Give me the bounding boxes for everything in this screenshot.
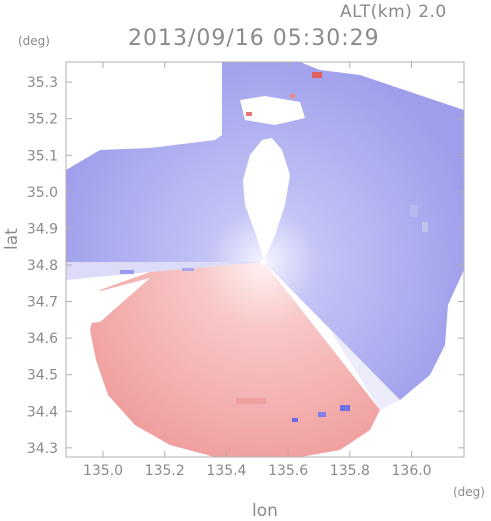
x-tick-label: 136.0 [392, 463, 432, 479]
plot-frame [65, 61, 465, 458]
x-axis-ticks: 135.0 135.2 135.4 135.6 135.8 136.0 [83, 62, 432, 479]
x-axis-unit: (deg) [453, 485, 485, 499]
x-tick-label: 135.4 [206, 463, 246, 479]
no-echo-gap-west [66, 278, 150, 325]
y-axis-unit: (deg) [18, 34, 50, 48]
no-echo-gap [243, 138, 290, 260]
transition-zone [264, 262, 400, 410]
x-tick-label: 135.6 [268, 463, 308, 479]
velocity-field [66, 62, 464, 457]
y-tick-label: 34.3 [27, 441, 58, 457]
y-tick-label: 34.7 [27, 295, 58, 311]
x-tick-label: 135.8 [330, 463, 370, 479]
y-tick-label: 35.2 [27, 112, 58, 128]
y-tick-label: 35.0 [27, 185, 58, 201]
x-tick-label: 135.0 [83, 463, 123, 479]
altitude-label: ALT(km) 2.0 [340, 2, 447, 22]
y-axis-ticks: 34.3 34.4 34.5 34.6 34.7 34.8 34.9 35.0 35.1 35.2… [27, 75, 464, 457]
approaching-echo-west [66, 262, 264, 280]
radar-site-marker [261, 259, 267, 265]
y-tick-label: 35.1 [27, 148, 58, 164]
x-tick-label: 135.2 [145, 463, 185, 479]
no-echo-gap-north [240, 96, 305, 125]
y-tick-label: 35.3 [27, 75, 58, 91]
x-axis-label: lon [252, 501, 278, 521]
y-tick-label: 34.8 [27, 258, 58, 274]
y-tick-label: 34.6 [27, 331, 58, 347]
y-tick-label: 34.4 [27, 404, 58, 420]
y-tick-label: 34.9 [27, 221, 58, 237]
timestamp-title: 2013/09/16 05:30:29 [128, 26, 380, 51]
clutter-speckles [120, 72, 428, 435]
y-tick-label: 34.5 [27, 368, 58, 384]
receding-echo [90, 262, 380, 457]
